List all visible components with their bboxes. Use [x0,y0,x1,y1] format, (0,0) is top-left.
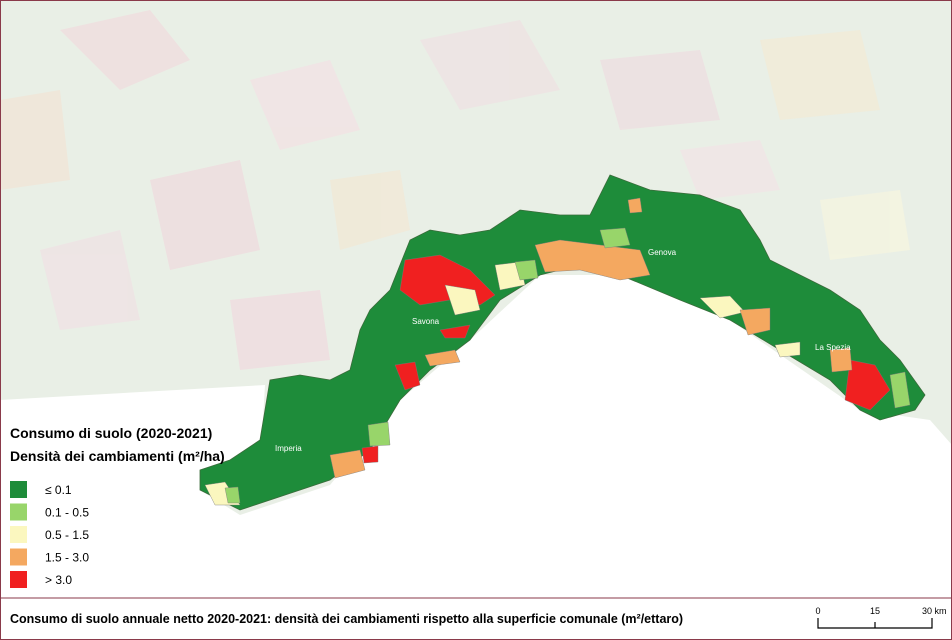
legend-label: 0.5 - 1.5 [45,528,89,542]
legend-label: 1.5 - 3.0 [45,551,89,565]
municipality-classes [204,197,911,506]
legend-label: > 3.0 [45,573,72,587]
legend-swatch [10,526,27,543]
legend-swatch [10,548,27,566]
legend-title: Densità dei cambiamenti (m²/ha) [10,448,225,464]
legend-label: ≤ 0.1 [45,483,72,497]
legend-title: Consumo di suolo (2020-2021) [10,425,212,441]
scale-bar [817,618,933,629]
place-label: Imperia [275,444,302,453]
caption: Consumo di suolo annuale netto 2020-2021… [10,612,683,626]
place-label: Genova [648,248,677,257]
legend-swatch [10,481,27,498]
place-label: La Spezia [815,343,851,352]
legend-label: 0.1 - 0.5 [45,506,89,520]
legend-swatch [10,571,27,588]
scale-label: 30 km [922,606,947,616]
neighbor-municipalities [0,10,910,370]
scale-label: 0 [815,606,820,616]
sea [0,275,952,598]
place-label: Savona [412,317,440,326]
legend-swatch [10,503,27,521]
scale-label: 15 [870,606,880,616]
